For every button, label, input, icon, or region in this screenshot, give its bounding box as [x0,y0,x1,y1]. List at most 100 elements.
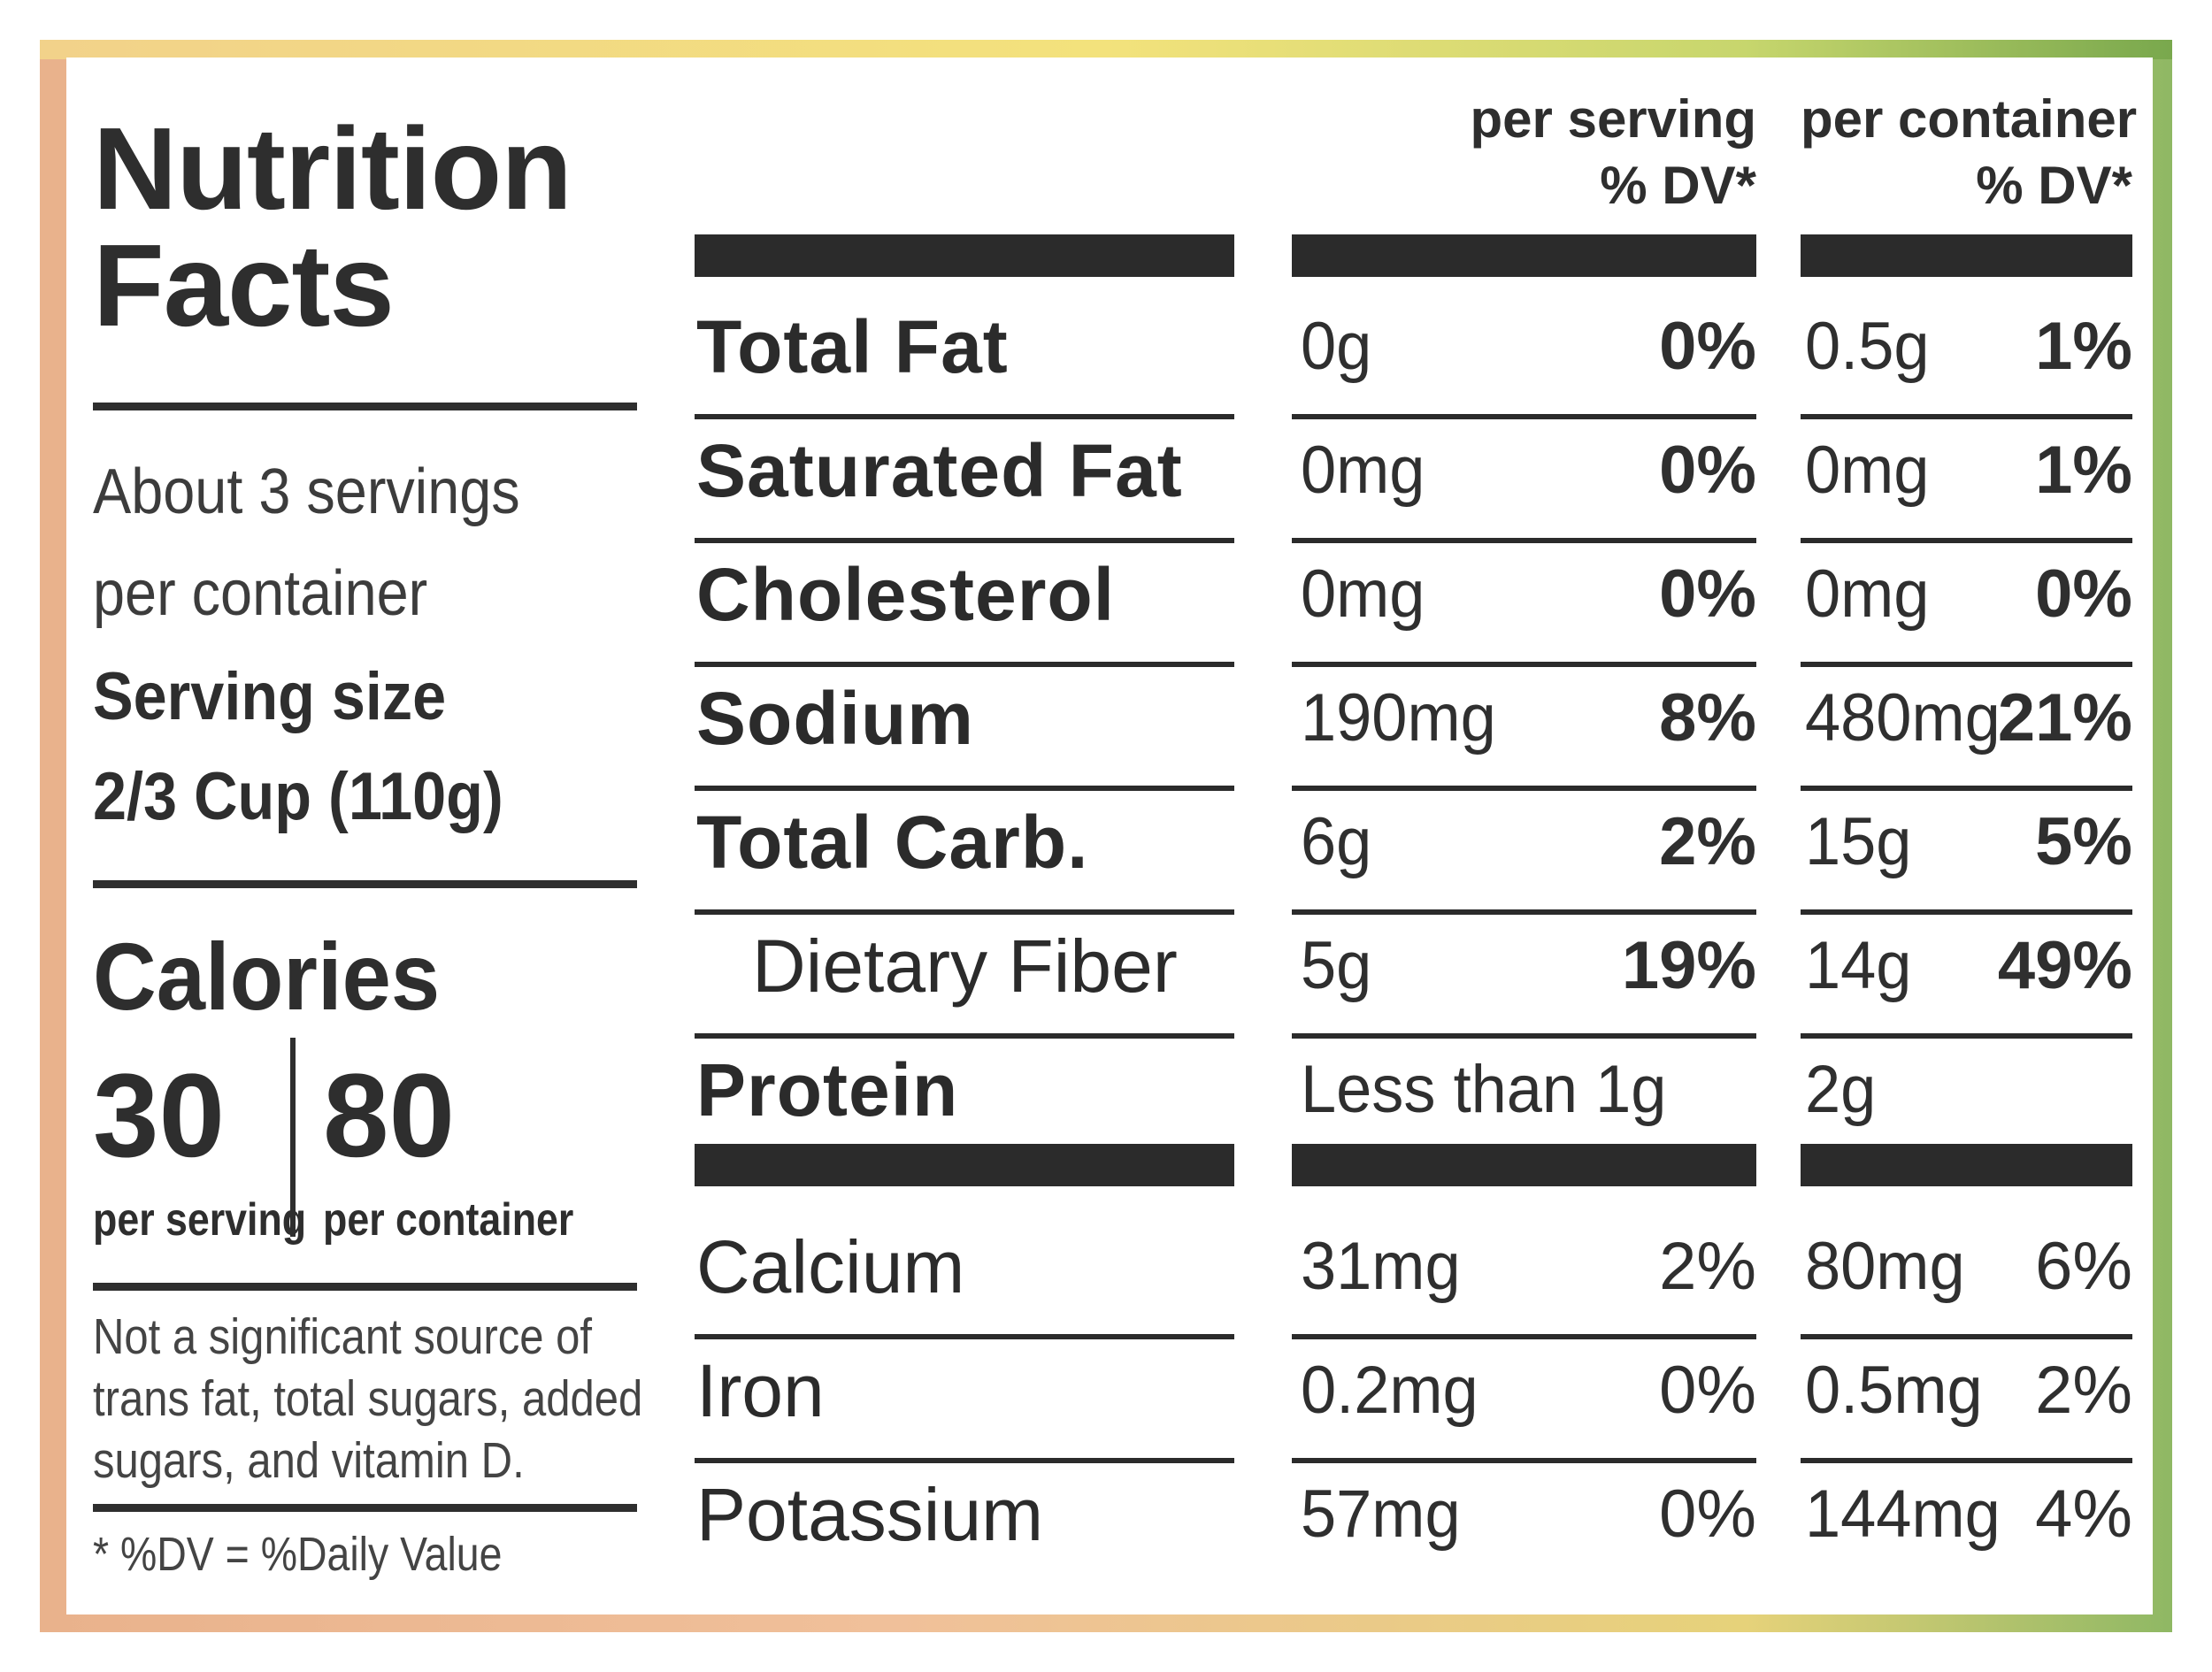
serving-amount: 190mg [1301,680,1496,755]
nutrient-name: Dietary Fiber [752,924,1178,1008]
container-dv-percent: 21% [1997,680,2132,755]
container-dv-percent: 4% [2035,1476,2132,1552]
row-divider [1292,1334,1756,1339]
container-dv-percent: 0% [2035,556,2132,632]
header-per-serving-dv: % DV* [1600,156,1756,215]
nutrition-facts-label: Nutrition Facts About 3 servings per con… [66,58,2153,1614]
serving-dv-percent: 2% [1659,1229,1756,1304]
calories-divider [290,1038,296,1237]
container-amount: 0mg [1805,556,1930,632]
container-dv-percent: 5% [2035,804,2132,879]
row-divider [1292,414,1756,419]
row-divider [1801,786,2132,791]
calories-label: Calories [93,923,441,1030]
footnote-line-1: Not a significant source of [93,1308,593,1365]
servings-per-container-line1: About 3 servings [93,456,520,527]
mid-bar-per-container [1801,1144,2132,1186]
top-bar-per-container [1801,234,2132,277]
row-divider [1292,662,1756,667]
row-divider [1292,786,1756,791]
row-divider [695,1458,1234,1463]
top-bar-nutrient [695,234,1234,277]
container-dv-percent: 49% [1997,928,2132,1003]
container-dv-percent: 1% [2035,309,2132,384]
container-amount: 80mg [1805,1229,1965,1304]
container-amount: 15g [1805,804,1912,879]
row-divider [1801,909,2132,915]
container-amount: 0.5mg [1805,1353,1983,1428]
header-per-container: per container [1801,89,2138,149]
container-dv-percent: 6% [2035,1229,2132,1304]
serving-size-value: 2/3 Cup (110g) [93,759,503,834]
left-rule-2 [93,880,637,888]
nutrient-name: Cholesterol [696,553,1116,636]
row-divider [1292,1458,1756,1463]
row-divider [1801,1458,2132,1463]
serving-amount: 6g [1301,804,1372,879]
serving-amount: Less than 1g [1301,1052,1667,1127]
dv-footnote: * %DV = %Daily Value [93,1528,503,1581]
left-rule-3 [93,1283,637,1291]
row-divider [695,786,1234,791]
row-divider [1801,662,2132,667]
nutrient-name: Total Carb. [696,801,1089,884]
row-divider [695,909,1234,915]
container-amount: 14g [1805,928,1912,1003]
container-dv-percent: 2% [2035,1353,2132,1428]
row-divider [1801,538,2132,543]
mid-bar-nutrient [695,1144,1234,1186]
serving-amount: 31mg [1301,1229,1461,1304]
serving-dv-percent: 0% [1659,1476,1756,1552]
row-divider [695,1033,1234,1039]
nutrient-name: Total Fat [696,305,1009,388]
calories-per-serving-label: per serving [93,1194,307,1246]
top-bar-per-serving [1292,234,1756,277]
row-divider [1292,538,1756,543]
serving-amount: 0g [1301,309,1372,384]
mineral-name: Calcium [696,1225,965,1308]
serving-amount: 5g [1301,928,1372,1003]
row-divider [1801,1334,2132,1339]
nutrient-name: Saturated Fat [696,429,1183,512]
row-divider [695,662,1234,667]
container-amount: 144mg [1805,1476,2001,1552]
row-divider [1801,1033,2132,1039]
serving-amount: 0mg [1301,556,1425,632]
row-divider [1292,1033,1756,1039]
row-divider [695,538,1234,543]
serving-dv-percent: 0% [1659,433,1756,508]
mineral-name: Potassium [696,1473,1044,1556]
container-amount: 480mg [1805,680,2001,755]
row-divider [1801,414,2132,419]
header-per-serving: per serving [1470,89,1756,149]
servings-per-container-line2: per container [93,558,428,629]
label-title: Nutrition Facts [93,111,572,344]
serving-amount: 0mg [1301,433,1425,508]
calories-per-container-label: per container [323,1194,574,1246]
calories-per-serving-value: 30 [93,1050,226,1182]
title-line-1: Nutrition [93,104,572,234]
serving-dv-percent: 2% [1659,804,1756,879]
container-amount: 0.5g [1805,309,1930,384]
mineral-name: Iron [696,1349,825,1432]
package-top-strip [40,40,2172,59]
container-amount: 0mg [1805,433,1930,508]
row-divider [695,1334,1234,1339]
serving-amount: 57mg [1301,1476,1461,1552]
serving-amount: 0.2mg [1301,1353,1479,1428]
serving-dv-percent: 0% [1659,1353,1756,1428]
serving-dv-percent: 19% [1621,928,1756,1003]
footnote-line-3: sugars, and vitamin D. [93,1432,525,1489]
header-per-container-dv: % DV* [1976,156,2132,215]
left-rule-1 [93,403,637,410]
footnote-line-2: trans fat, total sugars, added [93,1370,643,1427]
container-dv-percent: 1% [2035,433,2132,508]
row-divider [695,414,1234,419]
serving-dv-percent: 8% [1659,680,1756,755]
title-line-2: Facts [93,220,395,350]
mid-bar-per-serving [1292,1144,1756,1186]
container-amount: 2g [1805,1052,1877,1127]
row-divider [1292,909,1756,915]
calories-per-container-value: 80 [323,1050,456,1182]
serving-size-label: Serving size [93,659,447,734]
